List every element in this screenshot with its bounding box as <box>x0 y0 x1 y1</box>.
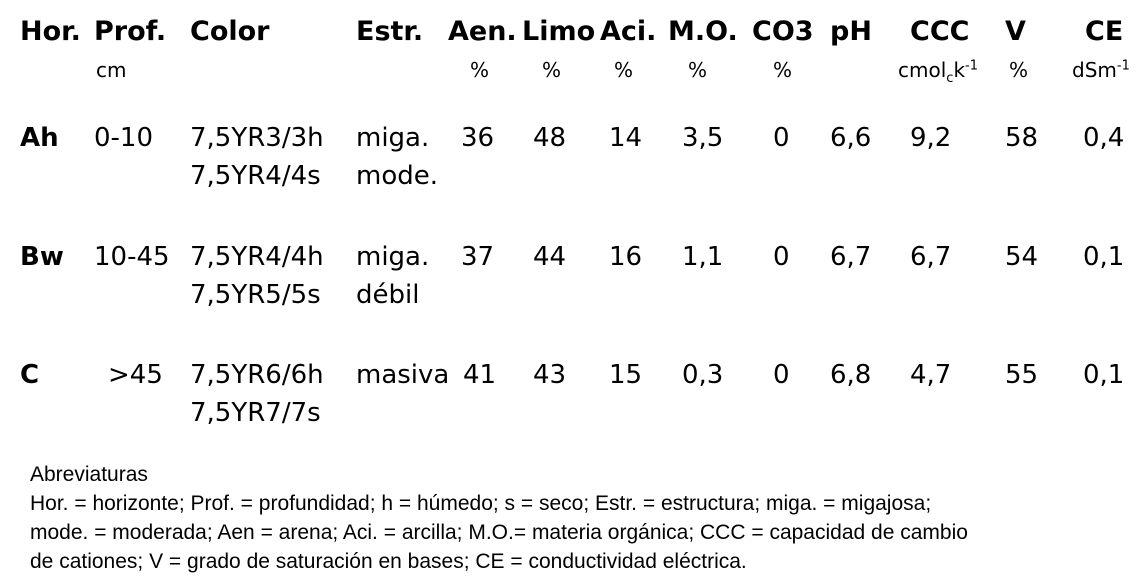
unit-ccc-superscript: -1 <box>965 58 978 74</box>
unit-ccc-main: cmol <box>898 58 947 82</box>
row-bw-ph: 6,7 <box>830 242 872 272</box>
abbreviations-title: Abreviaturas <box>30 463 148 486</box>
row-bw-mo: 1,1 <box>682 242 724 272</box>
header-aen: Aen. <box>448 16 517 47</box>
unit-co3: % <box>773 58 793 82</box>
header-v: V <box>1005 16 1026 47</box>
row-ah-limo: 48 <box>533 123 567 153</box>
row-bw-prof: 10-45 <box>94 242 170 272</box>
header-aci: Aci. <box>600 16 657 47</box>
row-ah-prof: 0-10 <box>94 123 154 153</box>
row-ah-ccc: 9,2 <box>910 123 952 153</box>
row-c-hor: C <box>20 360 40 390</box>
header-co3: CO3 <box>752 16 814 47</box>
row-bw-co3: 0 <box>773 242 790 272</box>
unit-ce-superscript: -1 <box>1116 58 1130 74</box>
row-ah-aci: 14 <box>609 123 643 153</box>
row-bw-aen: 37 <box>461 242 495 272</box>
row-bw-v: 54 <box>1005 242 1039 272</box>
row-c-estr-1: masiva <box>356 360 450 390</box>
header-estr: Estr. <box>356 16 424 47</box>
row-bw-estr-2: débil <box>356 280 420 310</box>
header-ce: CE <box>1085 16 1124 47</box>
row-c-color-dry: 7,5YR7/7s <box>190 398 321 428</box>
row-c-ph: 6,8 <box>830 360 872 390</box>
row-ah-ph: 6,6 <box>830 123 872 153</box>
unit-ccc-k: k <box>953 58 966 82</box>
row-bw-aci: 16 <box>609 242 643 272</box>
unit-ce: dSm-1 <box>1072 58 1130 82</box>
row-c-ccc: 4,7 <box>910 360 952 390</box>
unit-limo: % <box>542 58 562 82</box>
row-bw-hor: Bw <box>20 242 64 272</box>
row-c-aen: 41 <box>463 360 497 390</box>
row-ah-co3: 0 <box>773 123 790 153</box>
row-c-mo: 0,3 <box>682 360 724 390</box>
row-c-co3: 0 <box>773 360 790 390</box>
row-bw-ce: 0,1 <box>1083 242 1125 272</box>
abbreviations-line-2: mode. = moderada; Aen = arena; Aci. = ar… <box>30 521 968 544</box>
header-prof: Prof. <box>94 16 167 47</box>
unit-prof: cm <box>96 58 127 82</box>
header-ph: pH <box>830 16 872 47</box>
row-ah-v: 58 <box>1005 123 1039 153</box>
unit-ccc-subscript: c <box>946 71 954 86</box>
row-bw-estr-1: miga. <box>356 242 430 272</box>
row-c-ce: 0,1 <box>1083 360 1125 390</box>
unit-mo: % <box>688 58 708 82</box>
row-ah-ce: 0,4 <box>1083 123 1125 153</box>
abbreviations-line-3: de cationes; V = grado de saturación en … <box>30 550 747 573</box>
row-bw-ccc: 6,7 <box>910 242 952 272</box>
unit-ce-main: dSm <box>1072 58 1117 82</box>
unit-v: % <box>1009 58 1029 82</box>
row-ah-estr-2: mode. <box>356 161 438 191</box>
row-ah-color-humid: 7,5YR3/3h <box>190 123 324 153</box>
unit-ccc: cmolck-1 <box>898 58 978 85</box>
header-mo: M.O. <box>668 16 738 47</box>
abbreviations-note: Abreviaturas Hor. = horizonte; Prof. = p… <box>30 460 1130 576</box>
header-hor: Hor. <box>20 16 81 47</box>
row-c-prof: >45 <box>108 360 163 390</box>
row-c-v: 55 <box>1005 360 1039 390</box>
row-ah-estr-1: miga. <box>356 123 430 153</box>
row-ah-hor: Ah <box>20 123 59 153</box>
row-c-color-humid: 7,5YR6/6h <box>190 360 324 390</box>
row-c-aci: 15 <box>609 360 643 390</box>
row-bw-color-dry: 7,5YR5/5s <box>190 280 321 310</box>
header-limo: Limo <box>522 16 596 47</box>
row-ah-color-dry: 7,5YR4/4s <box>190 161 321 191</box>
header-color: Color <box>190 16 270 47</box>
row-c-limo: 43 <box>533 360 567 390</box>
row-bw-color-humid: 7,5YR4/4h <box>190 242 324 272</box>
row-bw-limo: 44 <box>533 242 567 272</box>
unit-aen: % <box>470 58 490 82</box>
row-ah-mo: 3,5 <box>682 123 724 153</box>
header-ccc: CCC <box>910 16 970 47</box>
row-ah-aen: 36 <box>461 123 495 153</box>
abbreviations-line-1: Hor. = horizonte; Prof. = profundidad; h… <box>30 492 932 515</box>
unit-aci: % <box>614 58 634 82</box>
